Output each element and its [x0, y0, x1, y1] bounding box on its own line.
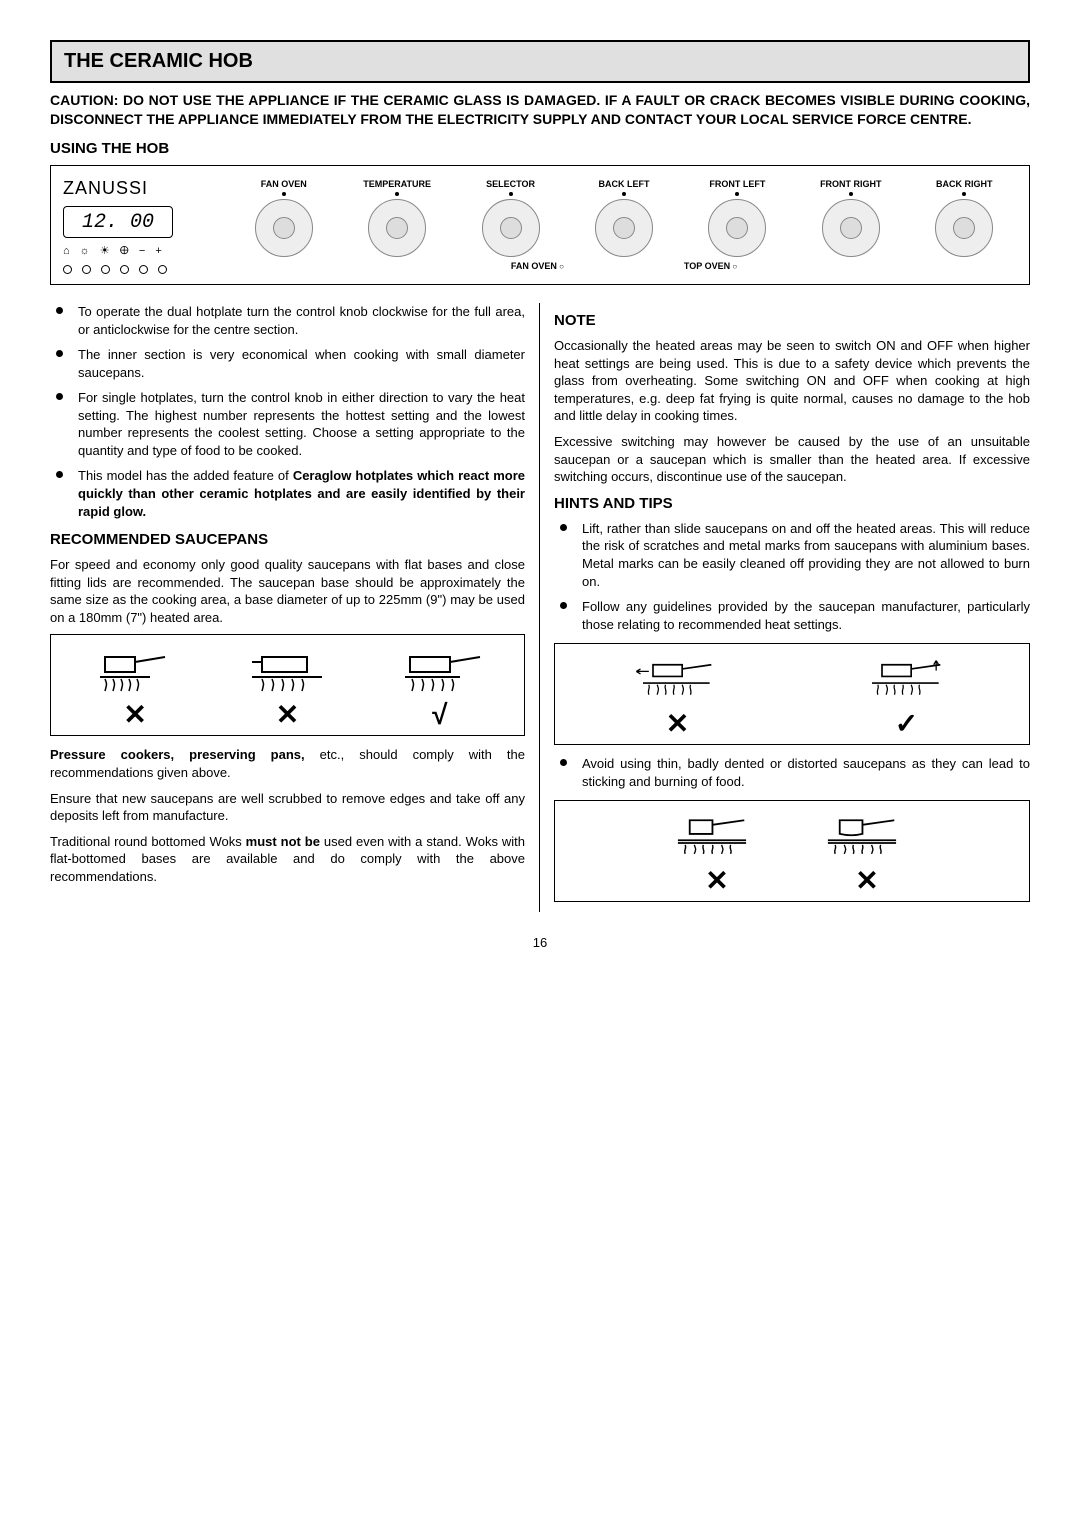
pan-item: √ — [390, 647, 490, 729]
saucepan-icon — [237, 647, 337, 697]
caution-text: CAUTION: DO NOT USE THE APPLIANCE IF THE… — [50, 91, 1030, 129]
paragraph: For speed and economy only good quality … — [50, 556, 525, 626]
distorted-pan-figure: ✕ ✕ — [554, 800, 1030, 902]
led-row — [63, 265, 213, 274]
x-mark-icon: ✕ — [666, 710, 689, 738]
control-panel-figure: ZANUSSI 12. 00 ⌂ ☼ ☀ 🜨 − + FAN OVEN TEMP… — [50, 165, 1030, 285]
note-heading: NOTE — [554, 311, 1030, 331]
knob-wrap: FRONT RIGHT — [798, 178, 903, 257]
icon: − — [139, 244, 145, 259]
icon: ⌂ — [63, 244, 70, 259]
paragraph: Occasionally the heated areas may be see… — [554, 337, 1030, 425]
control-panel-brand-block: ZANUSSI 12. 00 ⌂ ☼ ☀ 🜨 − + — [63, 176, 213, 274]
sub-label-row: FAN OVEN TOP OVEN — [231, 260, 1017, 273]
icon-row: ⌂ ☼ ☀ 🜨 − + — [63, 244, 213, 259]
sub-label: TOP OVEN — [684, 260, 737, 273]
lift-icon — [857, 656, 957, 706]
list-item: This model has the added feature of Cera… — [50, 467, 525, 520]
x-mark-icon: ✕ — [276, 701, 299, 729]
led-icon — [120, 265, 129, 274]
two-column-layout: To operate the dual hotplate turn the co… — [50, 303, 1030, 912]
knob-label: FRONT LEFT — [685, 178, 790, 190]
icon: 🜨 — [120, 244, 129, 259]
x-mark-icon: ✕ — [705, 867, 728, 895]
knob-wrap: BACK RIGHT — [912, 178, 1017, 257]
paragraph: Excessive switching may however be cause… — [554, 433, 1030, 486]
brand-label: ZANUSSI — [63, 176, 213, 200]
knob-label: FRONT RIGHT — [798, 178, 903, 190]
knob-icon — [822, 199, 880, 257]
saucepan-figure-1: ✕ ✕ √ — [50, 634, 525, 736]
led-icon — [101, 265, 110, 274]
icon: + — [155, 244, 161, 259]
list-item: The inner section is very economical whe… — [50, 346, 525, 381]
avoid-bullet-list: Avoid using thin, badly dented or distor… — [554, 755, 1030, 790]
knob-label: SELECTOR — [458, 178, 563, 190]
pan-item: ✕ — [817, 813, 917, 895]
hints-bullet-list: Lift, rather than slide saucepans on and… — [554, 520, 1030, 633]
bold-text: Pressure cookers, preserving pans, — [50, 747, 305, 762]
x-mark-icon: ✕ — [855, 867, 878, 895]
knob-wrap: SELECTOR — [458, 178, 563, 257]
clock-display: 12. 00 — [63, 206, 173, 238]
bold-text: must not be — [246, 834, 320, 849]
list-item: Avoid using thin, badly dented or distor… — [554, 755, 1030, 790]
list-item: Lift, rather than slide saucepans on and… — [554, 520, 1030, 590]
list-item: Follow any guidelines provided by the sa… — [554, 598, 1030, 633]
led-icon — [63, 265, 72, 274]
sub-label: FAN OVEN — [511, 260, 564, 273]
saucepan-icon — [85, 647, 185, 697]
knob-icon — [368, 199, 426, 257]
usage-bullet-list: To operate the dual hotplate turn the co… — [50, 303, 525, 520]
dented-pan-icon — [817, 813, 917, 863]
pan-item: ✓ — [857, 656, 957, 738]
text: This model has the added feature of — [78, 468, 293, 483]
right-column: NOTE Occasionally the heated areas may b… — [540, 303, 1030, 912]
knob-icon — [935, 199, 993, 257]
x-mark-icon: ✕ — [123, 701, 146, 729]
knob-wrap: FAN OVEN — [231, 178, 336, 257]
thin-pan-icon — [667, 813, 767, 863]
led-icon — [139, 265, 148, 274]
check-mark-icon: √ — [432, 701, 447, 729]
check-mark-icon: ✓ — [895, 710, 918, 738]
pan-item: ✕ — [85, 647, 185, 729]
slide-icon — [628, 656, 728, 706]
knob-label: FAN OVEN — [231, 178, 336, 190]
section-title: THE CERAMIC HOB — [64, 48, 1016, 75]
knob-wrap: BACK LEFT — [571, 178, 676, 257]
knob-icon — [595, 199, 653, 257]
knob-wrap: TEMPERATURE — [344, 178, 449, 257]
using-heading: USING THE HOB — [50, 139, 1030, 159]
knob-icon — [708, 199, 766, 257]
hints-heading: HINTS AND TIPS — [554, 494, 1030, 514]
knob-label: BACK RIGHT — [912, 178, 1017, 190]
led-icon — [158, 265, 167, 274]
pan-item: ✕ — [667, 813, 767, 895]
knob-icon — [255, 199, 313, 257]
paragraph: Traditional round bottomed Woks must not… — [50, 833, 525, 886]
knob-label: TEMPERATURE — [344, 178, 449, 190]
pan-item: ✕ — [628, 656, 728, 738]
icon: ☼ — [80, 244, 90, 259]
list-item: To operate the dual hotplate turn the co… — [50, 303, 525, 338]
paragraph: Pressure cookers, preserving pans, etc.,… — [50, 746, 525, 781]
lift-slide-figure: ✕ ✓ — [554, 643, 1030, 745]
paragraph: Ensure that new saucepans are well scrub… — [50, 790, 525, 825]
list-item: For single hotplates, turn the control k… — [50, 389, 525, 459]
saucepans-heading: RECOMMENDED SAUCEPANS — [50, 530, 525, 550]
led-icon — [82, 265, 91, 274]
knob-wrap: FRONT LEFT — [685, 178, 790, 257]
text: Traditional round bottomed Woks — [50, 834, 246, 849]
knob-label: BACK LEFT — [571, 178, 676, 190]
knob-icon — [482, 199, 540, 257]
saucepan-icon — [390, 647, 490, 697]
icon: ☀ — [100, 244, 110, 259]
pan-item: ✕ — [237, 647, 337, 729]
left-column: To operate the dual hotplate turn the co… — [50, 303, 540, 912]
page-number: 16 — [50, 934, 1030, 952]
section-title-bar: THE CERAMIC HOB — [50, 40, 1030, 83]
